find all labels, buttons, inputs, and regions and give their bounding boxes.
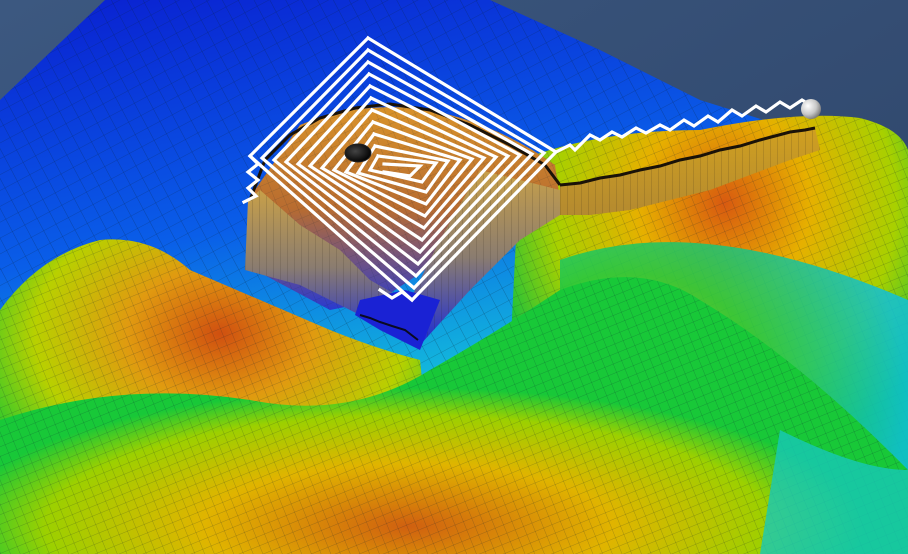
ball-marker: [801, 99, 821, 119]
pit-right-wall-lines: [410, 170, 560, 345]
front-surface-mesh: [0, 277, 908, 554]
pit-rim-edge: [248, 102, 562, 201]
pit-bottom-edge: [359, 314, 419, 341]
bottom-right-corner: [760, 430, 908, 554]
ridge-cut-lines: [560, 128, 820, 215]
start-hole-marker: [345, 144, 371, 162]
start-hole-rim: [344, 143, 372, 163]
ridge-cut-edge: [559, 126, 816, 187]
pit-bottom: [355, 290, 440, 350]
